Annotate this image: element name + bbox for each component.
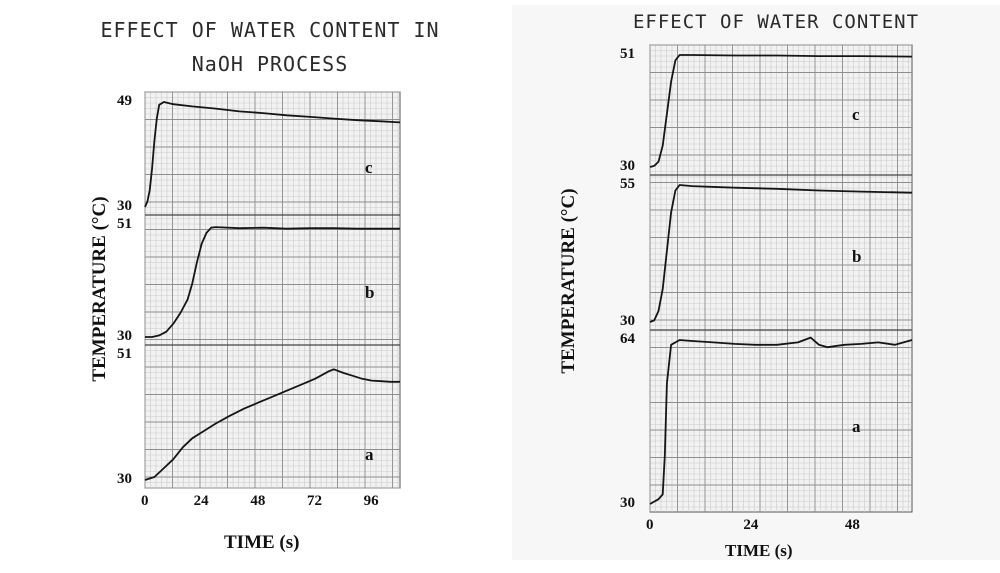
series-line-c	[649, 54, 913, 168]
x-tick-label: 72	[307, 493, 322, 509]
curve-label-a: a	[852, 417, 861, 436]
series-line-a	[144, 368, 400, 481]
x-tick-label: 96	[363, 493, 379, 509]
y-tick-label-min-b: 30	[620, 313, 635, 329]
x-tick-label: 48	[250, 493, 266, 509]
right-chart: EFFECT OF WATER CONTENT TEMPERATURE (°C)…	[512, 5, 1000, 560]
left-chart: EFFECT OF WATER CONTENT IN NaOH PROCESS …	[89, 18, 440, 553]
curve-label-a: a	[365, 445, 374, 464]
y-tick-label-max-a: 64	[620, 331, 635, 347]
series-line-a	[649, 336, 913, 505]
x-tick-label: 0	[141, 493, 149, 509]
y-tick-label-min-a: 30	[620, 495, 635, 511]
x-tick-label: 48	[844, 517, 860, 533]
y-tick-label-max-c: 49	[117, 93, 132, 109]
y-tick-label-max-b: 55	[620, 176, 635, 192]
grid-lines	[649, 44, 912, 512]
right-chart-plot	[649, 44, 913, 513]
y-tick-label-max-c: 51	[620, 46, 635, 62]
y-tick-label-max-a: 51	[117, 346, 132, 362]
series-line-c	[144, 101, 401, 208]
left-chart-plot	[144, 91, 401, 489]
series-line-b	[145, 226, 400, 338]
left-chart-title: EFFECT OF WATER CONTENT IN	[100, 18, 440, 42]
x-tick-label: 24	[743, 517, 759, 533]
y-tick-label-min-a: 30	[117, 471, 132, 487]
left-chart-subtitle: NaOH PROCESS	[191, 52, 349, 76]
y-tick-label-min-c: 30	[117, 198, 132, 214]
x-tick-label: 24	[193, 493, 209, 509]
y-tick-label-min-c: 30	[620, 158, 635, 174]
x-tick-label: 0	[646, 517, 654, 533]
left-x-axis-label: TIME (s)	[224, 532, 300, 553]
curve-label-b: b	[852, 247, 862, 266]
y-tick-label-min-b: 30	[117, 328, 132, 344]
y-tick-label-max-b: 51	[117, 216, 132, 232]
curve-label-c: c	[852, 105, 860, 124]
right-x-axis-label: TIME (s)	[725, 541, 793, 560]
series-line-b	[649, 184, 913, 323]
curve-label-b: b	[365, 283, 375, 302]
right-chart-title: EFFECT OF WATER CONTENT	[632, 11, 920, 33]
curve-label-c: c	[365, 158, 373, 177]
plot-background	[649, 44, 913, 513]
